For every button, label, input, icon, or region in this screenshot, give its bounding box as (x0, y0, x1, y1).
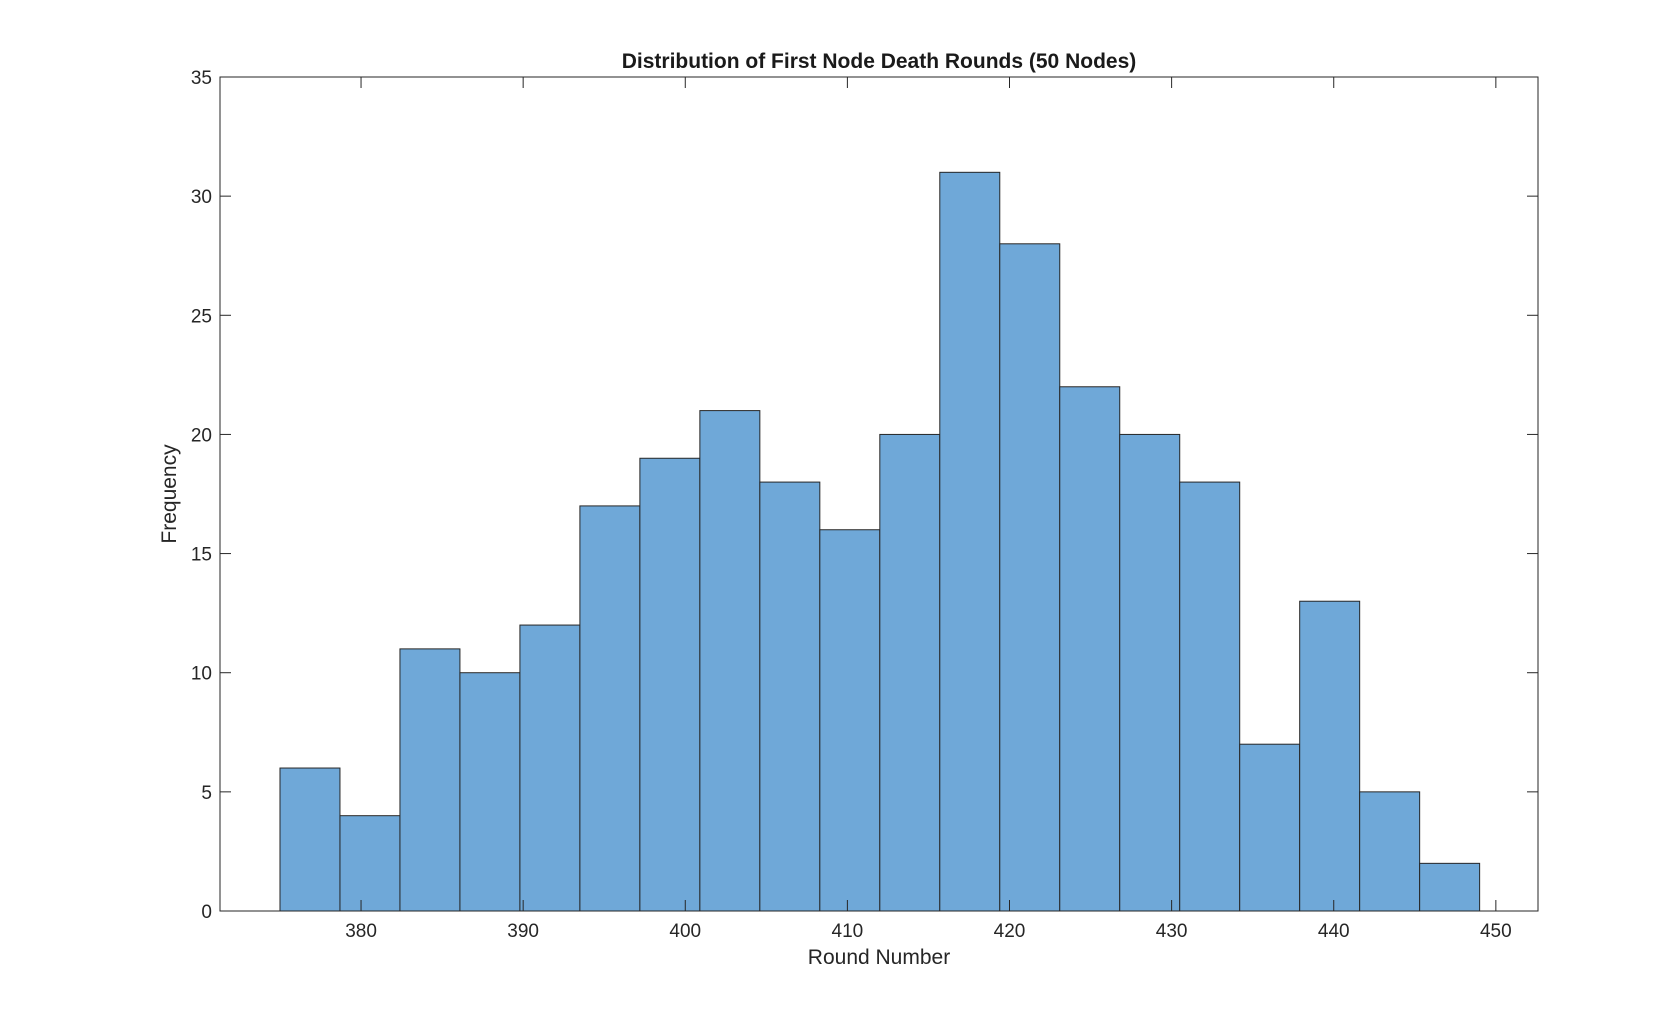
histogram-bar (699, 410, 761, 912)
y-tick-label: 15 (191, 545, 212, 566)
y-tick-label: 30 (191, 187, 212, 208)
histogram-bar (759, 481, 821, 912)
x-tick-label: 380 (345, 921, 377, 942)
x-tick-label: 410 (832, 921, 864, 942)
histogram-bar (819, 529, 881, 912)
histogram-bar (1179, 481, 1241, 912)
y-tick-label: 5 (201, 783, 212, 804)
x-tick-label: 400 (669, 921, 701, 942)
y-axis-label: Frequency (158, 444, 181, 544)
histogram-bar (1239, 743, 1301, 912)
histogram-bars (279, 171, 1481, 912)
x-tick-label: 450 (1480, 921, 1512, 942)
histogram-bar (1299, 600, 1361, 912)
x-axis-label: Round Number (808, 946, 950, 969)
y-tick-label: 35 (191, 68, 212, 89)
x-tick-label: 420 (994, 921, 1026, 942)
histogram-bar (579, 505, 641, 912)
histogram-bar (1119, 433, 1181, 912)
axis-tick-labels: 380 390 400 410 420 430 440 450 0 5 10 15 20 25 30 35 (191, 68, 1512, 942)
y-tick-label: 10 (191, 664, 212, 685)
histogram-bar (939, 171, 1001, 912)
histogram-bar (639, 457, 701, 912)
y-tick-label: 25 (191, 306, 212, 327)
histogram-bar (279, 767, 341, 912)
y-tick-label: 0 (201, 902, 212, 923)
x-tick-label: 390 (507, 921, 539, 942)
y-tick-label: 20 (191, 425, 212, 446)
histogram-bar (999, 243, 1061, 912)
histogram-bar (519, 624, 581, 912)
histogram-bar (879, 433, 941, 912)
histogram-bar (1419, 862, 1481, 912)
x-tick-label: 440 (1318, 921, 1350, 942)
histogram-bar (399, 648, 461, 912)
axes-box (219, 76, 1539, 912)
x-tick-label: 430 (1156, 921, 1188, 942)
axis-ticks (220, 76, 1538, 912)
histogram-bar (459, 672, 521, 912)
chart-title: Distribution of First Node Death Rounds … (622, 50, 1137, 73)
histogram-bar (1359, 791, 1421, 912)
histogram-bar (1059, 386, 1121, 912)
histogram-bar (339, 815, 401, 912)
